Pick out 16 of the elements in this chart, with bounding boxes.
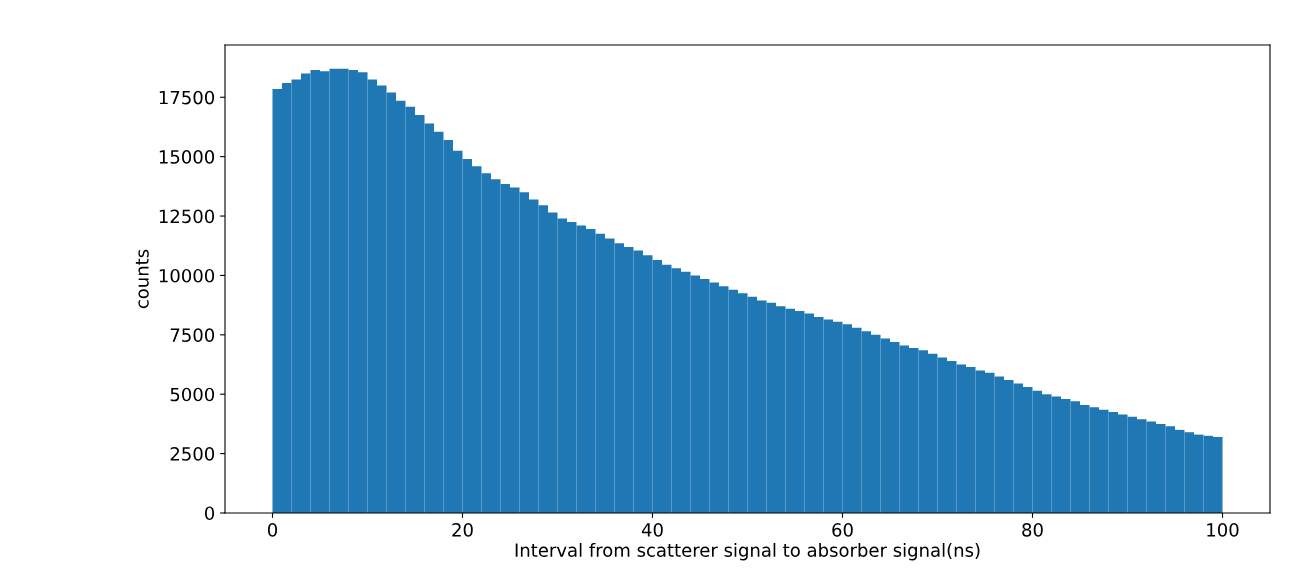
y-tick-label: 5000 <box>170 387 215 402</box>
x-tick-label: 100 <box>1207 523 1239 537</box>
y-tick-label: 10000 <box>159 268 215 283</box>
y-tick-label: 0 <box>204 506 215 521</box>
y-tick-label: 2500 <box>170 447 215 461</box>
y-axis-title: counts <box>135 249 149 309</box>
x-tick-label: 20 <box>452 523 473 537</box>
y-tick-label: 12500 <box>159 209 215 224</box>
x-axis-title: Interval from scatterer signal to absorber signal(ns) <box>515 542 980 561</box>
y-tick-label: 17500 <box>159 90 215 105</box>
x-tick-label: 80 <box>1022 523 1043 537</box>
y-tick-label: 15000 <box>159 150 215 164</box>
x-tick-label: 40 <box>641 523 663 537</box>
x-tick-label: 0 <box>267 523 278 537</box>
y-tick-label: 7500 <box>170 328 215 342</box>
x-tick-label: 60 <box>832 523 853 537</box>
